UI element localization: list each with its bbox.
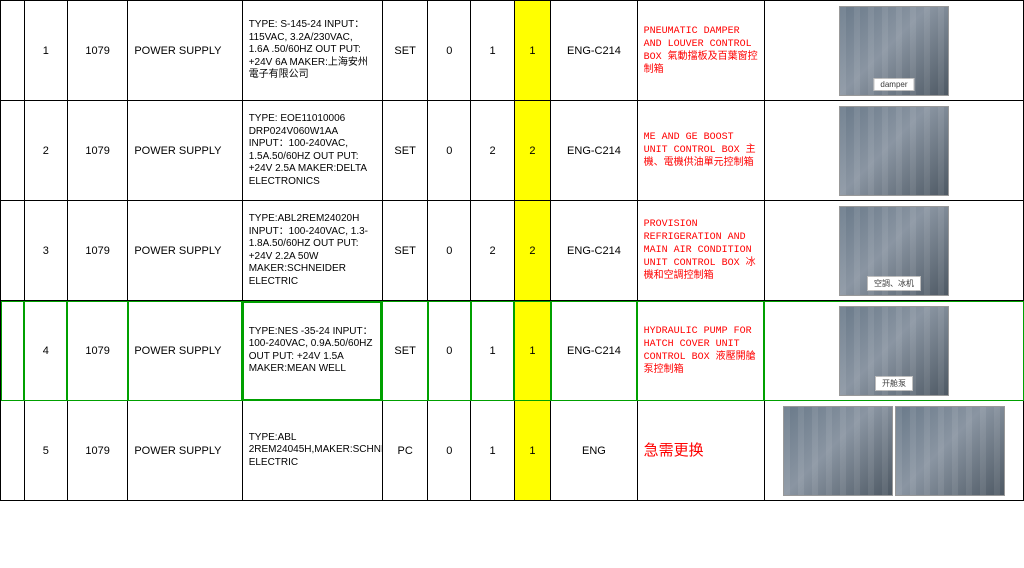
loc-cell: ENG-C214 bbox=[551, 201, 637, 301]
name-cell: POWER SUPPLY bbox=[128, 1, 242, 101]
unit-cell: SET bbox=[382, 101, 427, 201]
table-row[interactable]: 41079POWER SUPPLYTYPE:NES -35-24 INPUT：1… bbox=[1, 301, 1024, 401]
name-cell: POWER SUPPLY bbox=[128, 201, 242, 301]
photo-tag: 空調、冰机 bbox=[867, 276, 921, 291]
table-row[interactable]: 31079POWER SUPPLYTYPE:ABL2REM24020H INPU… bbox=[1, 201, 1024, 301]
highlight-cell: 1 bbox=[514, 1, 551, 101]
q1-cell: 0 bbox=[428, 1, 471, 101]
note-cell: 急需更换 bbox=[637, 401, 764, 501]
spec-cell: TYPE:ABL 2REM24045H,MAKER:SCHNEIDER ELEC… bbox=[242, 401, 382, 501]
photo-cell: 开舱泵 bbox=[764, 301, 1023, 401]
seq-cell: 3 bbox=[24, 201, 67, 301]
code-cell: 1079 bbox=[67, 101, 127, 201]
name-cell: POWER SUPPLY bbox=[128, 301, 242, 401]
product-photo: damper bbox=[839, 6, 949, 96]
note-cell: HYDRAULIC PUMP FOR HATCH COVER UNIT CONT… bbox=[637, 301, 764, 401]
name-cell: POWER SUPPLY bbox=[128, 101, 242, 201]
unit-cell: SET bbox=[382, 301, 427, 401]
code-cell: 1079 bbox=[67, 1, 127, 101]
code-cell: 1079 bbox=[67, 201, 127, 301]
photo-cell: 空調、冰机 bbox=[764, 201, 1023, 301]
loc-cell: ENG-C214 bbox=[551, 101, 637, 201]
product-photo: 空調、冰机 bbox=[839, 206, 949, 296]
unit-cell: PC bbox=[382, 401, 427, 501]
no-cell bbox=[1, 401, 25, 501]
photo-cell bbox=[764, 401, 1023, 501]
no-cell bbox=[1, 301, 25, 401]
photo-cell: damper bbox=[764, 1, 1023, 101]
q1-cell: 0 bbox=[428, 401, 471, 501]
note-cell: PROVISION REFRIGERATION AND MAIN AIR CON… bbox=[637, 201, 764, 301]
spec-cell: TYPE: S-145-24 INPUT：115VAC, 3.2A/230VAC… bbox=[242, 1, 382, 101]
photo-tag: damper bbox=[873, 78, 914, 91]
no-cell bbox=[1, 101, 25, 201]
spec-cell: TYPE:ABL2REM24020H INPUT：100-240VAC, 1.3… bbox=[242, 201, 382, 301]
name-cell: POWER SUPPLY bbox=[128, 401, 242, 501]
q2-cell: 1 bbox=[471, 401, 514, 501]
loc-cell: ENG-C214 bbox=[551, 301, 637, 401]
product-photo bbox=[839, 106, 949, 196]
unit-cell: SET bbox=[382, 201, 427, 301]
q1-cell: 0 bbox=[428, 301, 471, 401]
q2-cell: 1 bbox=[471, 301, 514, 401]
table-row[interactable]: 21079POWER SUPPLYTYPE: EOE11010006 DRP02… bbox=[1, 101, 1024, 201]
spec-cell: TYPE: EOE11010006 DRP024V060W1AA INPUT：1… bbox=[242, 101, 382, 201]
loc-cell: ENG-C214 bbox=[551, 1, 637, 101]
seq-cell: 2 bbox=[24, 101, 67, 201]
photo-cell bbox=[764, 101, 1023, 201]
product-photo: 开舱泵 bbox=[839, 306, 949, 396]
q1-cell: 0 bbox=[428, 201, 471, 301]
unit-cell: SET bbox=[382, 1, 427, 101]
q2-cell: 1 bbox=[471, 1, 514, 101]
product-photo bbox=[783, 406, 893, 496]
highlight-cell: 2 bbox=[514, 101, 551, 201]
q2-cell: 2 bbox=[471, 101, 514, 201]
no-cell bbox=[1, 201, 25, 301]
note-cell: ME AND GE BOOST UNIT CONTROL BOX 主機、電機供油… bbox=[637, 101, 764, 201]
code-cell: 1079 bbox=[67, 301, 127, 401]
seq-cell: 5 bbox=[24, 401, 67, 501]
photo-tag: 开舱泵 bbox=[875, 376, 913, 391]
q2-cell: 2 bbox=[471, 201, 514, 301]
seq-cell: 1 bbox=[24, 1, 67, 101]
table-row[interactable]: 51079POWER SUPPLYTYPE:ABL 2REM24045H,MAK… bbox=[1, 401, 1024, 501]
spec-cell: TYPE:NES -35-24 INPUT：100-240VAC, 0.9A.5… bbox=[242, 301, 382, 401]
code-cell: 1079 bbox=[67, 401, 127, 501]
product-photo bbox=[895, 406, 1005, 496]
spec-table: 11079POWER SUPPLYTYPE: S-145-24 INPUT：11… bbox=[0, 0, 1024, 501]
highlight-cell: 1 bbox=[514, 401, 551, 501]
highlight-cell: 2 bbox=[514, 201, 551, 301]
highlight-cell: 1 bbox=[514, 301, 551, 401]
note-cell: PNEUMATIC DAMPER AND LOUVER CONTROL BOX … bbox=[637, 1, 764, 101]
seq-cell: 4 bbox=[24, 301, 67, 401]
table-row[interactable]: 11079POWER SUPPLYTYPE: S-145-24 INPUT：11… bbox=[1, 1, 1024, 101]
q1-cell: 0 bbox=[428, 101, 471, 201]
loc-cell: ENG bbox=[551, 401, 637, 501]
no-cell bbox=[1, 1, 25, 101]
